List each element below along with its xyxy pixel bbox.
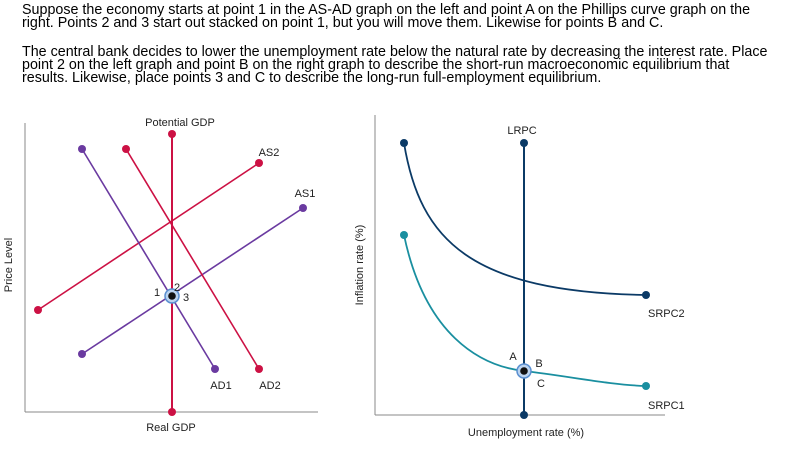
handle[interactable]: [78, 350, 86, 358]
handle[interactable]: [255, 159, 263, 167]
curve-label: AD2: [259, 380, 280, 392]
ad1-curve: [81, 148, 216, 370]
handle[interactable]: [122, 145, 130, 153]
srpc2-curve: [403, 142, 647, 296]
curve-label: SRPC2: [648, 308, 685, 320]
potential-gdp-label: Potential GDP: [145, 117, 215, 129]
y-axis-label: Inflation rate (%): [354, 225, 366, 306]
point-marker[interactable]: [168, 292, 176, 300]
handle[interactable]: [299, 204, 307, 212]
handle[interactable]: [400, 231, 408, 239]
handle[interactable]: [168, 130, 176, 138]
handle[interactable]: [400, 139, 408, 147]
point-label: 2: [174, 282, 180, 294]
curve-label: SRPC1: [648, 400, 685, 412]
handle[interactable]: [78, 145, 86, 153]
curve-label: AS2: [259, 147, 280, 159]
instruction: Suppose the economy starts at point 1 in…: [22, 2, 751, 31]
handle[interactable]: [34, 306, 42, 314]
curve-label: LRPC: [507, 125, 536, 137]
point-label: A: [509, 351, 517, 363]
ad2-curve: [125, 148, 260, 370]
instruction: The central bank decides to lower the un…: [22, 44, 768, 86]
x-axis-label: Unemployment rate (%): [468, 427, 584, 439]
handle[interactable]: [520, 139, 528, 147]
handle[interactable]: [642, 291, 650, 299]
point-label: 1: [154, 287, 160, 299]
as1-curve: [81, 207, 304, 355]
curve-label: AD1: [210, 380, 231, 392]
point-marker[interactable]: [520, 367, 528, 375]
y-axis-label: Price Level: [3, 238, 15, 292]
as2-curve: [37, 162, 260, 311]
handle[interactable]: [168, 408, 176, 416]
handle[interactable]: [255, 365, 263, 373]
point-label: C: [537, 378, 545, 390]
point-label: B: [535, 358, 542, 370]
curve-label: AS1: [295, 188, 316, 200]
handle[interactable]: [642, 382, 650, 390]
handle[interactable]: [211, 365, 219, 373]
point-label: 3: [183, 292, 189, 304]
handle[interactable]: [520, 411, 528, 419]
x-axis-label: Real GDP: [146, 422, 196, 434]
